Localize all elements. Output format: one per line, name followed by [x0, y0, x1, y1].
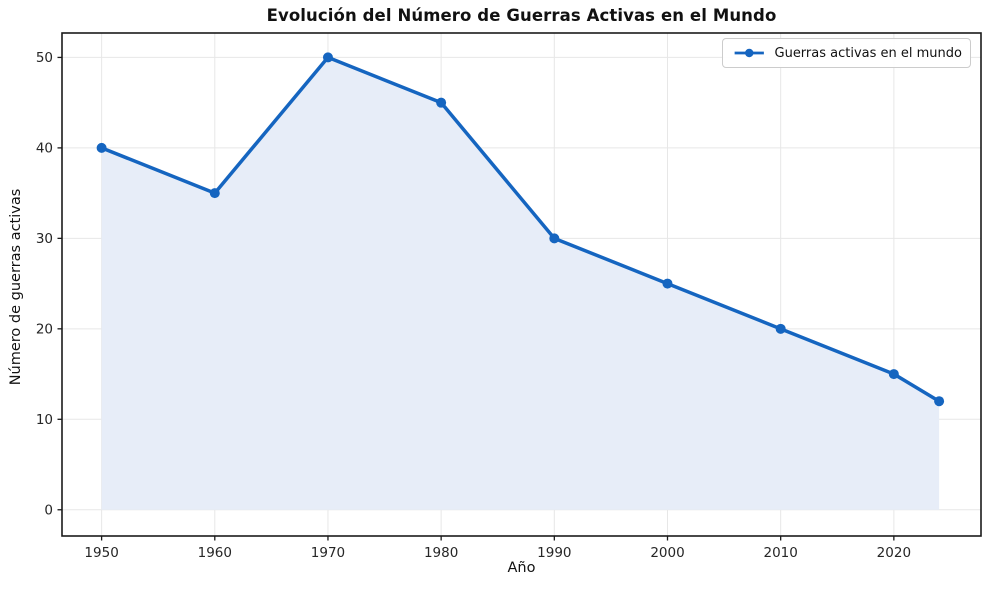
data-point-marker	[96, 142, 107, 153]
x-tick-label: 1980	[424, 545, 458, 561]
y-tick-label: 10	[36, 412, 53, 428]
x-tick-label: 2010	[763, 545, 797, 561]
data-point-marker	[934, 396, 945, 407]
y-tick-label: 20	[36, 322, 53, 338]
axes-spines	[61, 32, 982, 537]
data-point-marker	[436, 97, 447, 108]
series-area-fill	[101, 57, 940, 510]
data-point-marker	[888, 369, 899, 380]
legend-line-marker-icon	[734, 48, 764, 58]
legend-label: Guerras activas en el mundo	[774, 45, 963, 61]
y-tick-label: 50	[36, 50, 53, 66]
x-tick-label: 1960	[198, 545, 232, 561]
data-point-marker	[662, 278, 673, 289]
x-tick-label: 1970	[311, 545, 345, 561]
y-tick-label: 0	[44, 503, 53, 519]
chart-title: Evolución del Número de Guerras Activas …	[266, 6, 777, 25]
y-axis-label: Número de guerras activas	[8, 188, 24, 386]
data-point-marker	[775, 323, 786, 334]
legend: Guerras activas en el mundo	[722, 38, 971, 68]
x-axis-label: Año	[507, 560, 536, 576]
y-tick-label: 40	[36, 141, 53, 157]
x-tick-label: 1990	[537, 545, 571, 561]
data-point-marker	[549, 233, 560, 244]
x-tick-label: 2000	[650, 545, 684, 561]
data-point-marker	[322, 52, 333, 63]
data-point-marker	[209, 188, 220, 199]
x-tick-label: 1950	[84, 545, 118, 561]
y-tick-label: 30	[36, 231, 53, 247]
x-tick-label: 2020	[877, 545, 911, 561]
